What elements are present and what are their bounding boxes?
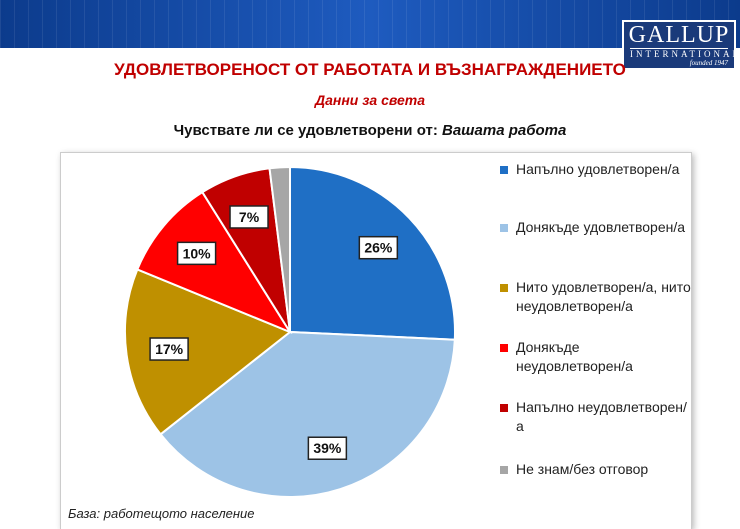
- question-topic: Вашата работа: [442, 122, 567, 139]
- pie-slice: [124, 268, 292, 436]
- legend-marker: [500, 224, 508, 232]
- data-label: 7%: [239, 209, 260, 225]
- logo-sub: INTERNATIONAL: [630, 48, 740, 59]
- legend-label: Не знам/без отговор: [516, 461, 649, 477]
- legend-label: Донякъде неудовлетворен/а: [516, 339, 633, 374]
- data-label: 17%: [155, 341, 184, 357]
- legend-marker: [500, 404, 508, 412]
- subtitle: Данни за света: [315, 92, 425, 108]
- data-label-box: [176, 241, 217, 266]
- pie-slice: [268, 165, 291, 333]
- data-label: 10%: [183, 245, 212, 261]
- logo-founded: founded 1947: [689, 59, 728, 67]
- question: Чувствате ли се удовлетворени от:: [173, 122, 438, 139]
- logo-name: GALLUP: [628, 22, 730, 48]
- legend-label: Напълно неудовлетворен/а: [516, 399, 687, 434]
- pie-slice: [159, 330, 456, 498]
- note: База: работещото население: [68, 506, 255, 521]
- banner: [0, 0, 740, 48]
- data-label: 39%: [313, 440, 342, 456]
- data-label-box: [149, 337, 189, 361]
- legend-item: Напълно неудовлетворен/а: [500, 398, 691, 436]
- data-label: 26%: [364, 240, 393, 256]
- legend-item: Донякъде неудовлетворен/а: [500, 338, 691, 376]
- legend-marker: [500, 284, 508, 292]
- legend-label: Напълно удовлетворен/а: [516, 161, 680, 177]
- legend-item: Не знам/без отговор: [500, 460, 691, 479]
- legend-marker: [500, 166, 508, 174]
- data-label-box: [358, 235, 399, 260]
- legend-label: Донякъде удовлетворен/а: [516, 219, 686, 235]
- legend-marker: [500, 344, 508, 352]
- legend-item: Нито удовлетворен/а, нито неудовлетворен…: [500, 278, 691, 316]
- legend-item: Напълно удовлетворен/а: [500, 160, 691, 179]
- chart-title: Чувствате ли се удовлетворени от: Вашата…: [0, 122, 740, 139]
- data-label-box: [307, 436, 348, 460]
- title: УДОВЛЕТВОРЕНОСТ ОТ РАБОТАТА И ВЪЗНАГРАЖД…: [114, 60, 626, 79]
- legend-marker: [500, 466, 508, 474]
- logo: GALLUP INTERNATIONAL founded 1947: [622, 20, 740, 70]
- legend-label: Нито удовлетворен/а, нито неудовлетворен…: [516, 279, 691, 314]
- data-label-box: [229, 205, 269, 229]
- legend-item: Донякъде удовлетворен/а: [500, 218, 691, 237]
